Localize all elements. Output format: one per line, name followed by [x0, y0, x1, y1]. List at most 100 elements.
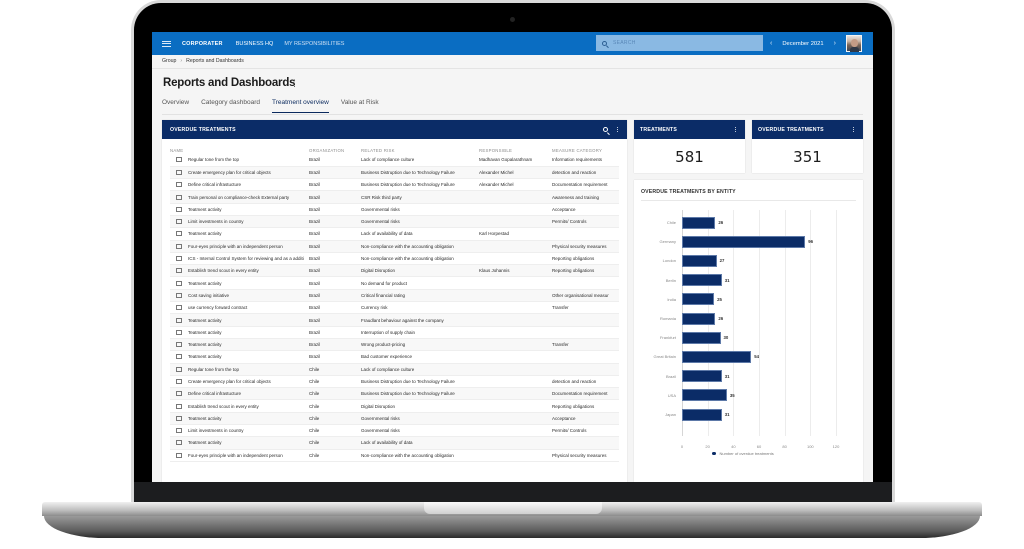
table-row[interactable]: Limit investments in country Brazil Govern… [170, 215, 619, 229]
task-icon[interactable] [176, 342, 182, 348]
bar[interactable] [682, 331, 721, 344]
treatment-name[interactable]: Limit investments in country [188, 219, 244, 225]
treatment-name[interactable]: Create emergency plan for critical objec… [188, 378, 271, 384]
bar[interactable] [682, 254, 717, 267]
table-row[interactable]: Teatment activity Brazil Wrong product-pri… [170, 338, 619, 352]
task-icon[interactable] [176, 256, 182, 262]
treatment-name[interactable]: Teatment activity [188, 415, 222, 421]
tab-value-at-risk[interactable]: Value at Risk [340, 99, 379, 106]
task-icon[interactable] [176, 403, 182, 409]
task-icon[interactable] [176, 292, 182, 298]
table-row[interactable]: use currency forward contract Brazil Curre… [170, 301, 619, 315]
bar[interactable] [682, 408, 722, 421]
bar[interactable] [682, 274, 722, 287]
treatment-name[interactable]: Four-eyes principle with an independent … [188, 452, 283, 458]
table-row[interactable]: Limit investments in country Chile Governm… [170, 424, 619, 438]
treatment-name[interactable]: Teatment activity [188, 317, 222, 323]
task-icon[interactable] [176, 452, 182, 458]
tab-overview[interactable]: Overview [162, 99, 190, 106]
task-icon[interactable] [176, 428, 182, 434]
brand-logo[interactable]: CORPORATER [182, 40, 223, 47]
task-icon[interactable] [176, 182, 182, 188]
task-icon[interactable] [176, 354, 182, 360]
treatment-name[interactable]: use currency forward contract [188, 305, 248, 311]
table-row[interactable]: Establish trend scout in every entity Bra… [170, 264, 619, 278]
table-row[interactable]: Create emergency plan for critical objec… [170, 166, 619, 180]
table-row[interactable]: Regular tone from the top Chile Lack of co… [170, 363, 619, 376]
column-header-name[interactable]: NAME [170, 147, 184, 153]
bar[interactable] [682, 312, 716, 325]
treatment-name[interactable]: Train personal on compliance-check Exter… [188, 194, 290, 200]
treatment-name[interactable]: Limit investments in country [188, 428, 244, 434]
column-header-organization[interactable]: ORGANIZATION [309, 147, 345, 153]
table-row[interactable]: Define critical infrastucture Brazil Busin… [170, 178, 619, 192]
kebab-menu-icon[interactable] [735, 126, 737, 133]
treatment-name[interactable]: Establish trend scout in every entity [188, 268, 259, 274]
treatment-name[interactable]: Teatment activity [188, 342, 222, 348]
hamburger-menu-icon[interactable] [162, 40, 171, 47]
chevron-right-icon[interactable]: › [833, 40, 836, 47]
treatment-name[interactable]: ICS - Internal Control System for review… [188, 256, 304, 262]
kebab-menu-icon[interactable] [617, 126, 619, 133]
task-icon[interactable] [176, 378, 182, 384]
task-icon[interactable] [176, 206, 182, 212]
task-icon[interactable] [176, 169, 182, 175]
task-icon[interactable] [176, 157, 182, 163]
treatment-name[interactable]: Teatment activity [188, 440, 222, 446]
bar[interactable] [682, 370, 722, 383]
bar[interactable] [682, 216, 716, 229]
treatment-name[interactable]: Establish trend scout in every entity [188, 403, 259, 409]
table-row[interactable]: Create emergency plan for critical objec… [170, 375, 619, 389]
table-row[interactable]: ICS - Internal Control System for review… [170, 252, 619, 266]
task-icon[interactable] [176, 268, 182, 274]
table-row[interactable]: Four-eyes principle with an independent … [170, 449, 619, 462]
table-row[interactable]: Cost saving initiative Brazil Critical fin… [170, 289, 619, 303]
task-icon[interactable] [176, 366, 182, 372]
treatment-name[interactable]: Teatment activity [188, 329, 222, 335]
table-row[interactable]: Regular tone from the top Brazil Lack of c… [170, 154, 619, 167]
treatment-name[interactable]: Cost saving initiative [188, 292, 230, 298]
task-icon[interactable] [176, 317, 182, 323]
column-header-related-risk[interactable]: RELATED RISK [361, 147, 395, 153]
chart-legend[interactable]: Number of overdue treatments [712, 451, 774, 456]
tab-category-dashboard[interactable]: Category dashboard [201, 99, 260, 106]
treatment-name[interactable]: Teatment activity [188, 280, 222, 286]
search-icon[interactable] [603, 127, 608, 132]
breadcrumb-group[interactable]: Group [162, 58, 177, 64]
treatment-name[interactable]: Create emergency plan for critical objec… [188, 169, 271, 175]
search-input[interactable]: SEARCH [596, 35, 763, 51]
table-row[interactable]: Teatment activity Brazil Governmental risk… [170, 203, 619, 216]
treatment-name[interactable]: Define critical infrastucture [188, 182, 242, 188]
bar[interactable] [682, 350, 752, 363]
table-row[interactable]: Define critical infrastucture Chile Busine… [170, 387, 619, 401]
table-row[interactable]: Teatment activity Chile Governmental risks… [170, 412, 619, 426]
user-avatar[interactable] [846, 35, 862, 52]
task-icon[interactable] [176, 231, 182, 237]
task-icon[interactable] [176, 391, 182, 397]
treatment-name[interactable]: Regular tone from the top [188, 157, 240, 163]
tab-treatment-overview[interactable]: Treatment overview [272, 99, 329, 113]
bar[interactable] [682, 235, 806, 248]
treatment-name[interactable]: Four-eyes principle with an independent … [188, 243, 283, 249]
treatment-name[interactable]: Teatment activity [188, 206, 222, 212]
table-row[interactable]: Teatment activity Brazil Lack of availabil… [170, 227, 619, 241]
task-icon[interactable] [176, 194, 182, 200]
table-row[interactable]: Four-eyes principle with an independent … [170, 240, 619, 253]
kebab-menu-icon[interactable]: ⋮ [290, 78, 299, 88]
period-label[interactable]: December 2021 [782, 40, 824, 47]
table-row[interactable]: Teatment activity Brazil Fraudlant behavio… [170, 313, 619, 327]
kebab-menu-icon[interactable] [853, 126, 855, 133]
treatment-name[interactable]: Define critical infrastucture [188, 391, 242, 397]
task-icon[interactable] [176, 329, 182, 335]
treatment-name[interactable]: Regular tone from the top [188, 366, 240, 372]
chevron-left-icon[interactable]: ‹ [770, 40, 773, 47]
treatment-name[interactable]: Teatment activity [188, 231, 222, 237]
table-row[interactable]: Teatment activity Chile Lack of availabili… [170, 436, 619, 450]
table-row[interactable]: Teatment activity Brazil No demand for pro… [170, 276, 619, 290]
bar[interactable] [682, 389, 727, 402]
task-icon[interactable] [176, 415, 182, 421]
task-icon[interactable] [176, 219, 182, 225]
table-row[interactable]: Train personal on compliance-check Exter… [170, 190, 619, 204]
column-header-responsible[interactable]: RESPONSIBLE [479, 147, 513, 153]
task-icon[interactable] [176, 440, 182, 446]
